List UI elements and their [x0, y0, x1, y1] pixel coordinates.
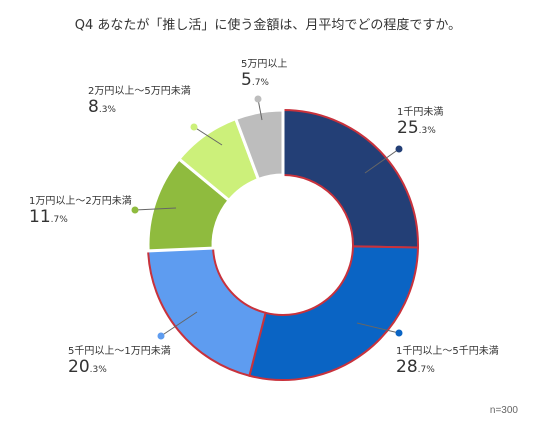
donut-slice-2 — [147, 247, 267, 377]
slice-name-5: 5万円以上 — [241, 59, 288, 70]
leader-dot-0 — [395, 145, 403, 153]
leader-dot-5 — [254, 95, 262, 103]
leader-dot-3 — [131, 206, 139, 214]
slice-name-1: 1千円以上～5千円未満 — [396, 346, 499, 357]
slice-name-2: 5千円以上～1万円未満 — [68, 346, 171, 357]
donut-slice-1 — [248, 245, 419, 381]
leader-line-2 — [160, 311, 198, 337]
slice-name-4: 2万円以上～5万円未満 — [88, 86, 191, 97]
slice-label-0: 1千円未満 25.3% — [397, 103, 443, 138]
slice-label-1: 1千円以上～5千円未満 28.7% — [396, 342, 499, 377]
slice-value-dec-2: .3% — [89, 365, 107, 375]
slice-label-2: 5千円以上～1万円未満 20.3% — [68, 342, 171, 377]
slice-value-int-3: 11 — [29, 207, 51, 227]
donut-slice-5 — [233, 108, 285, 182]
leader-line-5 — [257, 98, 263, 121]
slice-value-dec-4: .3% — [98, 105, 116, 115]
slice-name-3: 1万円以上～2万円未満 — [29, 196, 132, 207]
slice-value-int-2: 20 — [68, 357, 90, 377]
sample-size-note: n=300 — [489, 405, 518, 416]
slice-value-int-1: 28 — [396, 357, 418, 377]
slice-value-dec-5: .7% — [251, 78, 269, 88]
slice-value-dec-0: .3% — [418, 126, 436, 136]
donut-slice-0 — [282, 108, 419, 249]
leader-dot-1 — [395, 329, 403, 337]
leader-dot-4 — [190, 123, 198, 131]
slice-label-5: 5万円以上 5.7% — [241, 55, 287, 90]
slice-value-int-4: 8 — [88, 97, 99, 117]
chart-title: Q4 あなたが「推し活」に使う金額は、月平均でどの程度ですか。 — [74, 18, 462, 33]
slice-name-0: 1千円未満 — [397, 107, 444, 118]
slice-value-int-0: 25 — [397, 118, 419, 138]
slice-value-dec-1: .7% — [417, 365, 435, 375]
leader-line-1 — [356, 322, 400, 334]
leader-line-0 — [364, 148, 400, 174]
leader-line-4 — [193, 126, 223, 146]
leader-line-3 — [134, 207, 177, 211]
slice-label-4: 2万円以上～5万円未満 8.3% — [88, 82, 191, 117]
slice-value-dec-3: .7% — [50, 215, 68, 225]
slice-label-3: 1万円以上～2万円未満 11.7% — [29, 192, 132, 227]
leader-dot-2 — [157, 332, 165, 340]
slice-value-int-5: 5 — [241, 70, 252, 90]
